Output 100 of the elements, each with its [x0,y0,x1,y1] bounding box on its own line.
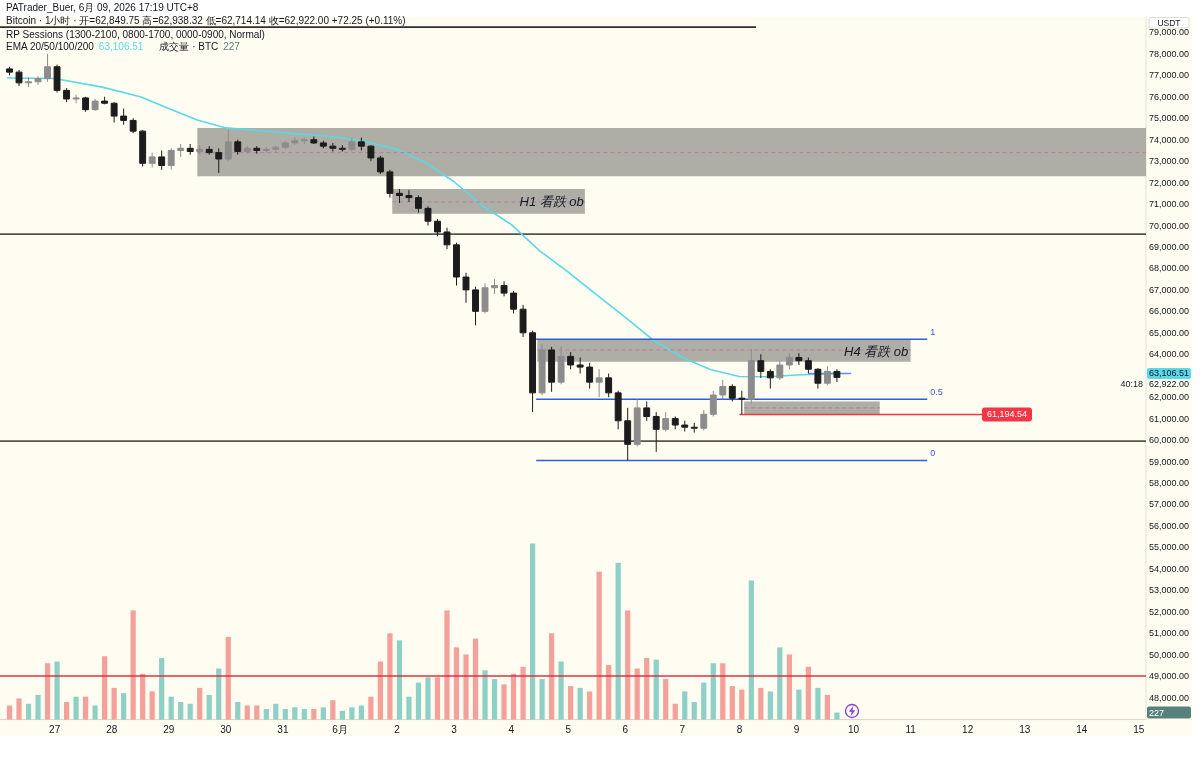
bar [111,687,117,720]
x-tick-label: 12 [962,723,974,735]
bar [244,705,250,720]
candlestick [576,356,584,375]
bar [824,694,831,720]
y-tick-label: 75,000.00 [1149,113,1190,124]
bar [548,633,555,720]
y-tick-label: 50,000.00 [1149,649,1190,660]
candlestick [72,94,80,104]
bar [720,663,726,720]
x-tick-label: 14 [1076,723,1088,735]
text: 成交量 · BTC [159,41,219,52]
candlestick [529,330,537,413]
candlestick [386,169,394,199]
bar [121,693,127,720]
y-tick-label: 74,000.00 [1149,134,1190,145]
candlestick [63,87,71,103]
candlestick [310,136,318,145]
bar [273,703,279,720]
y-tick-label: 73,000.00 [1149,156,1190,167]
candlestick [719,379,727,400]
candlestick [158,149,166,171]
bar [206,694,212,720]
x-tick-label: 29 [163,723,175,735]
candlestick [757,353,765,379]
candlestick [747,348,755,405]
bar [568,686,574,720]
bar [682,691,688,720]
candlestick [395,188,403,204]
bar [615,562,621,720]
annotation: H4 看跌 ob [844,343,909,359]
bar [672,703,678,720]
bar [606,665,612,720]
candlestick [15,69,23,87]
bar [263,709,269,720]
x-tick-label: 31 [277,723,289,735]
candlestick [91,98,99,112]
bar [140,673,146,720]
y-tick-label: 79,000.00 [1149,27,1190,38]
bar [596,571,602,720]
candlestick [491,278,498,295]
candlestick [224,129,232,162]
candlestick [177,143,185,158]
bar [815,687,821,720]
candlestick [253,145,261,155]
y-tick-label: 69,000.00 [1149,241,1190,252]
candlestick [281,140,289,150]
bar [777,647,783,720]
candlestick [785,352,793,370]
candlestick [367,144,375,162]
candlestick [415,194,422,214]
bar [691,701,697,720]
x-tick-label: 11 [905,723,917,735]
candlestick [605,373,613,398]
bar [44,663,51,720]
bar [92,705,98,720]
x-tick-label: 10 [847,723,860,735]
candlestick [614,390,622,430]
bar [444,610,450,720]
text: 63,106.51 [1149,368,1190,379]
y-tick-label: 53,000.00 [1149,585,1190,596]
bar [102,656,108,720]
candlestick [472,286,479,326]
y-tick-label: 67,000.00 [1149,284,1190,295]
bar [73,696,79,720]
candlestick [291,137,299,146]
candlestick [690,422,698,434]
candlestick [738,390,746,415]
y-tick-label: 49,000.00 [1149,671,1190,682]
y-tick-label: 59,000.00 [1149,456,1190,467]
candlestick [681,420,689,432]
x-tick-label: 6 [622,723,629,735]
candlestick [338,144,346,153]
y-tick-label: 66,000.00 [1149,306,1190,317]
series-label: 1 [930,327,936,338]
y-tick-label: 56,000.00 [1149,520,1190,531]
candlestick [376,155,384,175]
candlestick [795,352,803,366]
y-tick-label: 64,000.00 [1149,349,1190,360]
candlestick [662,411,670,432]
candlestick [262,146,270,154]
bar [216,668,222,720]
candlestick [34,75,42,86]
bar [349,707,355,720]
candlestick [405,189,413,203]
bar [805,666,811,720]
y-tick-label: 51,000.00 [1149,628,1190,639]
bar [235,701,241,720]
y-tick-label: 61,000.00 [1149,413,1190,424]
bar [63,701,70,720]
bar [54,661,60,720]
candlestick [120,108,128,126]
candlestick [519,304,527,338]
bar [225,636,231,720]
bar [539,679,545,720]
series-label: 0 [930,448,936,459]
candlestick [443,227,451,250]
candlestick [586,362,594,390]
y-tick-label: 78,000.00 [1149,48,1190,59]
y-tick-label: 60,000.00 [1149,435,1190,446]
